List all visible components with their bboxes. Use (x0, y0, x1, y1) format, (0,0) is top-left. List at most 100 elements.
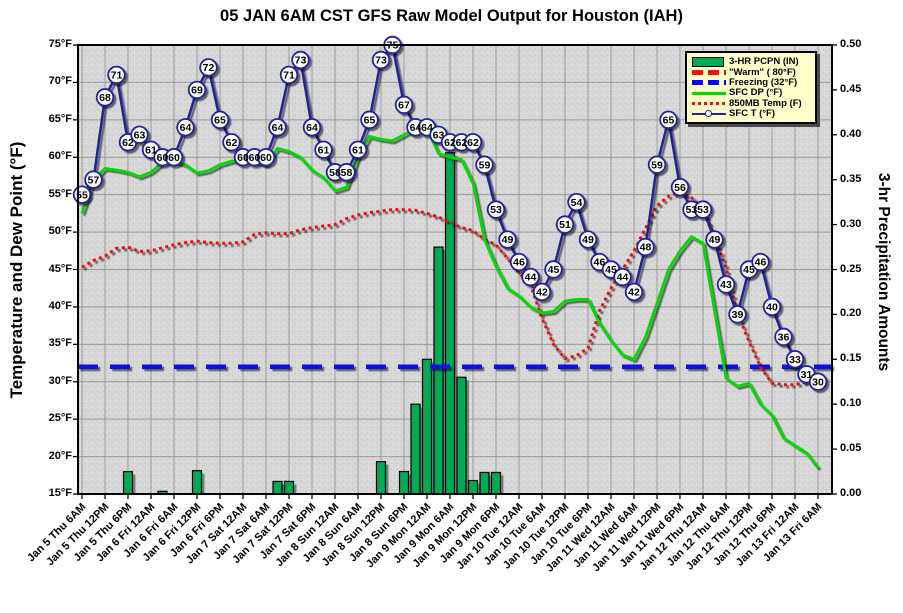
right-axis-tick-label: 0.10 (840, 397, 862, 410)
svg-text:58: 58 (329, 167, 341, 179)
legend: 3-HR PCPN (IN) "Warm" ( 80°F) Freezing (… (685, 51, 817, 125)
svg-text:59: 59 (651, 159, 663, 171)
svg-text:69: 69 (191, 85, 203, 97)
svg-text:62: 62 (122, 137, 134, 149)
left-axis-tick-label: 15°F (48, 487, 72, 499)
left-axis-tick-label: 60°F (48, 150, 72, 163)
svg-text:40: 40 (766, 302, 778, 314)
sfc-dewpoint-line (80, 127, 820, 469)
svg-text:42: 42 (536, 287, 548, 299)
precip-bars (122, 152, 504, 495)
chart-title: 05 JAN 6AM CST GFS Raw Model Output for … (220, 7, 683, 25)
legend-item-warm: "Warm" ( 80°F) (692, 67, 811, 77)
svg-text:54: 54 (571, 197, 583, 209)
legend-label-t850: 850MB Temp (F) (729, 97, 802, 109)
right-axis-tick-label: 0.45 (840, 82, 862, 95)
svg-text:45: 45 (605, 264, 617, 276)
left-axis-tick-label: 55°F (48, 187, 72, 200)
legend-label-dp: SFC DP (°F) (729, 87, 783, 99)
gridlines (78, 45, 832, 494)
svg-text:61: 61 (352, 144, 364, 156)
svg-text:53: 53 (686, 204, 698, 216)
svg-text:53: 53 (697, 204, 709, 216)
svg-text:59: 59 (479, 159, 491, 171)
svg-text:43: 43 (720, 279, 732, 291)
legend-item-pcpn: 3-HR PCPN (IN) (692, 56, 811, 68)
legend-item-freezing: Freezing (32°F) (692, 76, 811, 88)
svg-text:57: 57 (88, 174, 100, 186)
plot-border (77, 44, 833, 495)
svg-text:55: 55 (76, 189, 88, 201)
svg-text:46: 46 (513, 257, 525, 269)
svg-text:60: 60 (249, 152, 261, 164)
svg-text:49: 49 (709, 234, 721, 246)
legend-item-sfct: SFC T (°F) (692, 109, 811, 119)
left-axis-tick-label: 65°F (48, 112, 72, 125)
svg-text:46: 46 (594, 257, 606, 269)
legend-label-pcpn: 3-HR PCPN (IN) (729, 56, 799, 68)
svg-text:65: 65 (663, 114, 675, 126)
svg-text:58: 58 (341, 167, 353, 179)
legend-label-freezing: Freezing (32°F) (729, 76, 798, 88)
svg-text:53: 53 (490, 204, 502, 216)
svg-text:30: 30 (812, 376, 824, 388)
svg-text:63: 63 (433, 129, 445, 141)
svg-text:62: 62 (456, 137, 468, 149)
svg-text:31: 31 (801, 369, 813, 381)
svg-text:48: 48 (640, 242, 652, 254)
svg-text:64: 64 (410, 122, 422, 134)
right-axis-tick-label: 0.00 (840, 487, 862, 499)
right-axis-tick-label: 0.30 (840, 217, 862, 230)
left-axis-tick-label: 35°F (48, 337, 72, 350)
svg-text:36: 36 (778, 331, 790, 343)
svg-text:64: 64 (272, 122, 284, 134)
right-axis-tick-label: 0.40 (840, 127, 862, 140)
svg-text:63: 63 (134, 129, 146, 141)
right-axis-tick-label: 0.20 (840, 307, 862, 320)
svg-text:51: 51 (559, 219, 571, 231)
svg-text:45: 45 (743, 264, 755, 276)
left-axis-tick-label: 70°F (48, 75, 72, 88)
svg-text:67: 67 (398, 99, 410, 111)
svg-text:60: 60 (157, 152, 169, 164)
right-axis-tick-label: 0.05 (840, 442, 862, 455)
svg-text:61: 61 (145, 144, 157, 156)
svg-text:65: 65 (364, 114, 376, 126)
svg-text:71: 71 (111, 70, 123, 82)
svg-text:62: 62 (467, 137, 479, 149)
right-axis-tick-label: 0.35 (840, 172, 862, 185)
svg-text:44: 44 (525, 272, 537, 284)
legend-item-t850: 850MB Temp (F) (692, 97, 811, 109)
left-axis-tick-label: 25°F (48, 412, 72, 425)
svg-text:68: 68 (99, 92, 111, 104)
svg-text:60: 60 (168, 152, 180, 164)
svg-text:71: 71 (283, 70, 295, 82)
svg-text:61: 61 (318, 144, 330, 156)
legend-swatch-t850-dots-icon (692, 102, 729, 106)
legend-swatch-warm-dash-icon (692, 70, 729, 76)
right-axis-tick-label: 0.25 (840, 262, 862, 275)
left-axis-tick-label: 20°F (48, 449, 72, 462)
850mb-temp-line (81, 190, 819, 387)
svg-text:65: 65 (214, 114, 226, 126)
left-axis-tick-label: 30°F (48, 374, 72, 387)
left-axis-tick-label: 45°F (48, 262, 72, 275)
svg-text:64: 64 (306, 122, 318, 134)
left-axis-tick-label: 40°F (48, 299, 72, 312)
svg-text:64: 64 (421, 122, 433, 134)
svg-text:46: 46 (755, 257, 767, 269)
svg-text:62: 62 (444, 137, 456, 149)
legend-label-sfct: SFC T (°F) (729, 108, 776, 120)
left-axis-tick-label: 50°F (48, 225, 72, 238)
svg-text:60: 60 (237, 152, 249, 164)
legend-swatch-sfct-marker-icon (692, 109, 729, 117)
svg-text:49: 49 (502, 234, 514, 246)
legend-item-dp: SFC DP (°F) (692, 88, 811, 98)
svg-text:42: 42 (628, 287, 640, 299)
sfc-t-marker-dot-icon (705, 109, 712, 117)
right-axis-tick-label: 0.50 (840, 38, 862, 50)
svg-text:62: 62 (226, 137, 238, 149)
